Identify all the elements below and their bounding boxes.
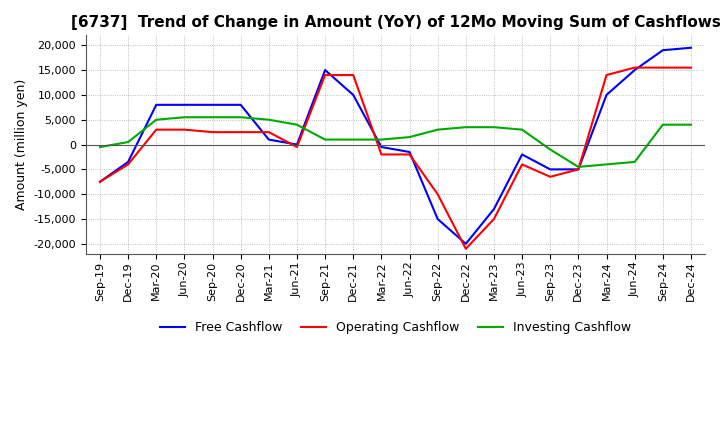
Operating Cashflow <box>687 65 696 70</box>
Free Cashflow <box>208 102 217 107</box>
Operating Cashflow <box>405 152 414 157</box>
Operating Cashflow <box>96 179 104 184</box>
Free Cashflow <box>574 167 582 172</box>
Free Cashflow <box>152 102 161 107</box>
Free Cashflow <box>546 167 554 172</box>
Operating Cashflow <box>292 144 301 150</box>
Free Cashflow <box>96 179 104 184</box>
Free Cashflow <box>377 144 386 150</box>
Operating Cashflow <box>264 129 273 135</box>
Operating Cashflow <box>574 167 582 172</box>
Operating Cashflow <box>659 65 667 70</box>
Operating Cashflow <box>377 152 386 157</box>
Operating Cashflow <box>546 174 554 180</box>
Free Cashflow <box>462 241 470 246</box>
Free Cashflow <box>236 102 245 107</box>
Investing Cashflow <box>180 114 189 120</box>
Line: Investing Cashflow: Investing Cashflow <box>100 117 691 167</box>
Free Cashflow <box>292 142 301 147</box>
Operating Cashflow <box>630 65 639 70</box>
Operating Cashflow <box>602 73 611 78</box>
Legend: Free Cashflow, Operating Cashflow, Investing Cashflow: Free Cashflow, Operating Cashflow, Inves… <box>155 316 636 339</box>
Line: Free Cashflow: Free Cashflow <box>100 48 691 244</box>
Investing Cashflow <box>518 127 526 132</box>
Investing Cashflow <box>546 147 554 152</box>
Investing Cashflow <box>574 164 582 169</box>
Free Cashflow <box>518 152 526 157</box>
Free Cashflow <box>405 149 414 154</box>
Free Cashflow <box>321 67 330 73</box>
Investing Cashflow <box>602 162 611 167</box>
Investing Cashflow <box>687 122 696 127</box>
Operating Cashflow <box>236 129 245 135</box>
Investing Cashflow <box>377 137 386 142</box>
Free Cashflow <box>264 137 273 142</box>
Investing Cashflow <box>124 139 132 145</box>
Investing Cashflow <box>405 135 414 140</box>
Y-axis label: Amount (million yen): Amount (million yen) <box>15 79 28 210</box>
Free Cashflow <box>602 92 611 98</box>
Operating Cashflow <box>349 73 358 78</box>
Investing Cashflow <box>433 127 442 132</box>
Title: [6737]  Trend of Change in Amount (YoY) of 12Mo Moving Sum of Cashflows: [6737] Trend of Change in Amount (YoY) o… <box>71 15 720 30</box>
Operating Cashflow <box>462 246 470 251</box>
Free Cashflow <box>659 48 667 53</box>
Operating Cashflow <box>180 127 189 132</box>
Investing Cashflow <box>630 159 639 165</box>
Investing Cashflow <box>96 144 104 150</box>
Operating Cashflow <box>490 216 498 222</box>
Free Cashflow <box>349 92 358 98</box>
Free Cashflow <box>433 216 442 222</box>
Free Cashflow <box>180 102 189 107</box>
Investing Cashflow <box>659 122 667 127</box>
Operating Cashflow <box>208 129 217 135</box>
Free Cashflow <box>490 206 498 212</box>
Investing Cashflow <box>152 117 161 122</box>
Investing Cashflow <box>264 117 273 122</box>
Investing Cashflow <box>208 114 217 120</box>
Investing Cashflow <box>490 125 498 130</box>
Investing Cashflow <box>462 125 470 130</box>
Line: Operating Cashflow: Operating Cashflow <box>100 68 691 249</box>
Operating Cashflow <box>433 191 442 197</box>
Free Cashflow <box>630 67 639 73</box>
Operating Cashflow <box>152 127 161 132</box>
Operating Cashflow <box>518 162 526 167</box>
Operating Cashflow <box>321 73 330 78</box>
Operating Cashflow <box>124 162 132 167</box>
Free Cashflow <box>687 45 696 51</box>
Free Cashflow <box>124 159 132 165</box>
Investing Cashflow <box>321 137 330 142</box>
Investing Cashflow <box>349 137 358 142</box>
Investing Cashflow <box>236 114 245 120</box>
Investing Cashflow <box>292 122 301 127</box>
